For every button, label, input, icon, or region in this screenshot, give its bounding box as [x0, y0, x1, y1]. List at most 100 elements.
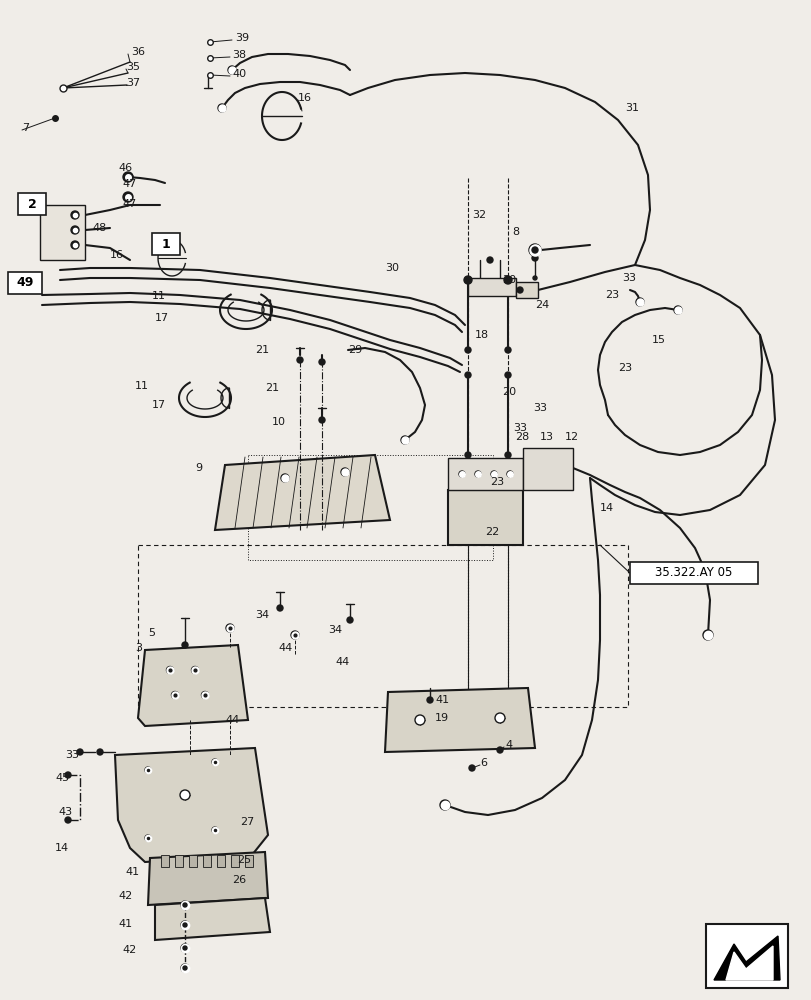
Text: 5: 5: [148, 628, 155, 638]
Circle shape: [427, 697, 432, 703]
Text: 33: 33: [513, 423, 526, 433]
Text: 43: 43: [58, 807, 72, 817]
Bar: [138, 545, 627, 707]
Circle shape: [212, 827, 217, 833]
Circle shape: [532, 276, 536, 280]
Circle shape: [77, 749, 83, 755]
Circle shape: [341, 468, 349, 476]
Circle shape: [65, 772, 71, 778]
Circle shape: [122, 192, 133, 202]
Text: 49: 49: [16, 276, 33, 290]
Circle shape: [504, 452, 510, 458]
Text: 25: 25: [237, 855, 251, 865]
Circle shape: [127, 174, 133, 180]
Text: 23: 23: [604, 290, 618, 300]
Circle shape: [465, 372, 470, 378]
Text: 23: 23: [489, 477, 504, 487]
Circle shape: [180, 790, 190, 800]
Text: 23: 23: [617, 363, 631, 373]
Text: 40: 40: [232, 69, 246, 79]
Text: 10: 10: [272, 417, 285, 427]
Circle shape: [71, 241, 79, 249]
Text: 17: 17: [152, 400, 166, 410]
Text: 20: 20: [501, 387, 516, 397]
Circle shape: [290, 631, 298, 639]
Circle shape: [71, 226, 79, 234]
Circle shape: [504, 276, 512, 284]
Text: 2: 2: [28, 198, 36, 211]
Circle shape: [528, 244, 540, 256]
Text: 46: 46: [118, 163, 132, 173]
Circle shape: [182, 642, 188, 648]
Text: 41: 41: [118, 919, 132, 929]
Circle shape: [517, 287, 522, 293]
Polygon shape: [215, 455, 389, 530]
Bar: [217, 855, 225, 867]
Text: 16: 16: [109, 250, 124, 260]
Circle shape: [65, 817, 71, 823]
Text: 34: 34: [328, 625, 341, 635]
Circle shape: [181, 901, 189, 909]
Circle shape: [122, 172, 133, 182]
Circle shape: [181, 964, 189, 972]
Text: 42: 42: [122, 945, 136, 955]
Bar: [629, 562, 757, 584]
Circle shape: [440, 800, 449, 810]
Text: 3: 3: [135, 643, 142, 653]
Text: 38: 38: [232, 50, 246, 60]
Circle shape: [145, 767, 151, 773]
Circle shape: [225, 624, 234, 632]
Text: 17: 17: [155, 313, 169, 323]
Circle shape: [531, 255, 538, 261]
Text: 20: 20: [501, 275, 516, 285]
Bar: [8, 272, 42, 294]
Circle shape: [495, 713, 504, 723]
Circle shape: [297, 357, 303, 363]
Text: 8: 8: [512, 227, 518, 237]
Circle shape: [487, 257, 492, 263]
Polygon shape: [115, 748, 268, 862]
Circle shape: [181, 944, 189, 952]
Bar: [40, 205, 85, 260]
Circle shape: [281, 474, 289, 482]
Circle shape: [465, 347, 470, 353]
Bar: [161, 855, 169, 867]
Circle shape: [635, 298, 643, 306]
Text: 34: 34: [255, 610, 268, 620]
Circle shape: [531, 247, 538, 253]
Bar: [522, 448, 573, 490]
Text: 30: 30: [384, 263, 398, 273]
Text: 29: 29: [348, 345, 362, 355]
Bar: [448, 458, 522, 490]
Bar: [515, 282, 538, 298]
Circle shape: [496, 747, 502, 753]
Text: 16: 16: [298, 93, 311, 103]
Circle shape: [71, 211, 79, 219]
Bar: [467, 278, 515, 296]
Circle shape: [191, 666, 198, 674]
Bar: [189, 855, 197, 867]
Polygon shape: [155, 898, 270, 940]
Text: 11: 11: [152, 291, 165, 301]
Circle shape: [506, 471, 513, 477]
Circle shape: [217, 104, 225, 112]
Circle shape: [72, 213, 77, 218]
Circle shape: [182, 923, 187, 927]
Text: 14: 14: [599, 503, 613, 513]
Text: 24: 24: [534, 300, 548, 310]
Circle shape: [469, 765, 474, 771]
Circle shape: [673, 306, 681, 314]
Circle shape: [463, 276, 471, 284]
Circle shape: [346, 617, 353, 623]
Text: 15: 15: [651, 335, 665, 345]
Circle shape: [212, 759, 217, 765]
Text: 47: 47: [122, 199, 136, 209]
Circle shape: [228, 66, 236, 74]
Text: 44: 44: [277, 643, 292, 653]
Text: 21: 21: [255, 345, 268, 355]
Bar: [18, 193, 46, 215]
Circle shape: [319, 417, 324, 423]
Polygon shape: [725, 946, 772, 980]
Circle shape: [72, 228, 77, 232]
Circle shape: [319, 359, 324, 365]
